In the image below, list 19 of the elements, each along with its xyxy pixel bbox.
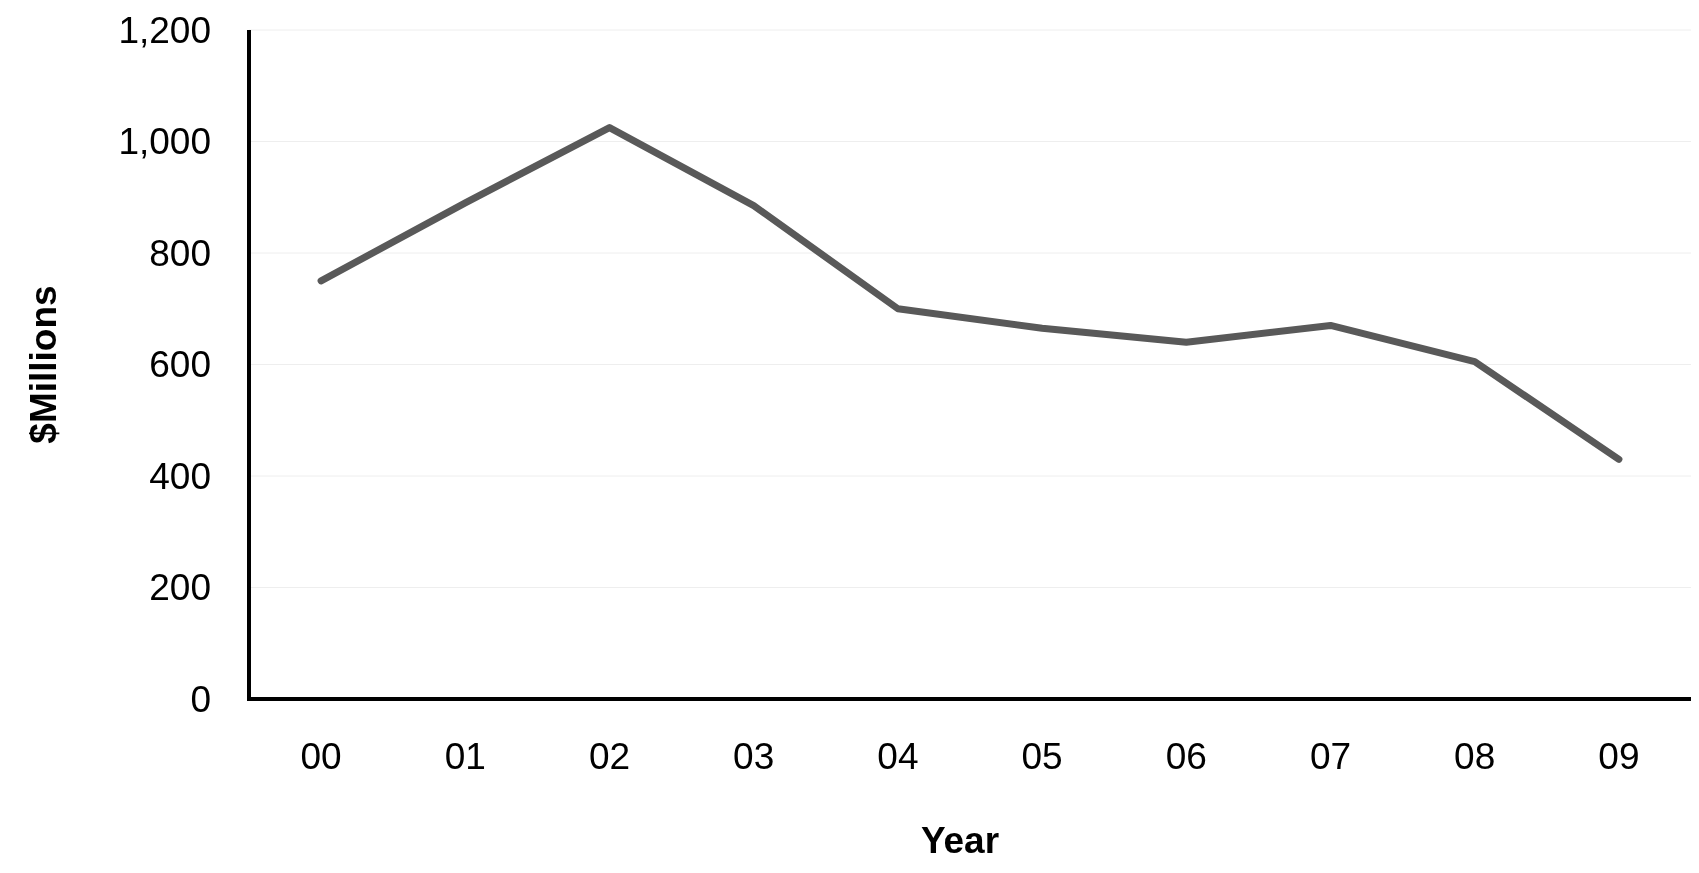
- y-tick-label: 1,000: [118, 121, 211, 162]
- y-tick-label: 600: [149, 344, 211, 385]
- x-tick-label: 06: [1165, 736, 1207, 777]
- y-tick-label: 1,200: [118, 9, 211, 51]
- x-tick-label: 02: [588, 736, 631, 777]
- x-axis-title: Year: [920, 820, 1000, 861]
- x-tick-label: 07: [1309, 736, 1352, 777]
- x-tick-label: 05: [1021, 736, 1063, 777]
- y-axis-title: $Millions: [23, 285, 64, 444]
- x-tick-label: 08: [1454, 736, 1496, 777]
- x-tick-label: 00: [300, 736, 342, 777]
- x-tick-label: 03: [733, 736, 775, 777]
- y-tick-label: 200: [149, 567, 211, 608]
- y-tick-label: 800: [149, 232, 211, 274]
- x-tick-label: 04: [877, 736, 919, 777]
- x-tick-label: 01: [444, 736, 486, 777]
- y-tick-label: 400: [149, 455, 211, 497]
- y-tick-label: 0: [190, 678, 211, 720]
- x-tick-label: 09: [1598, 736, 1640, 777]
